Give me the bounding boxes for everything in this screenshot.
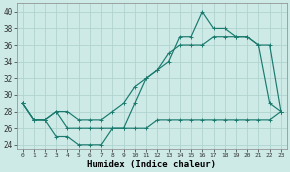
X-axis label: Humidex (Indice chaleur): Humidex (Indice chaleur) [87, 159, 216, 169]
